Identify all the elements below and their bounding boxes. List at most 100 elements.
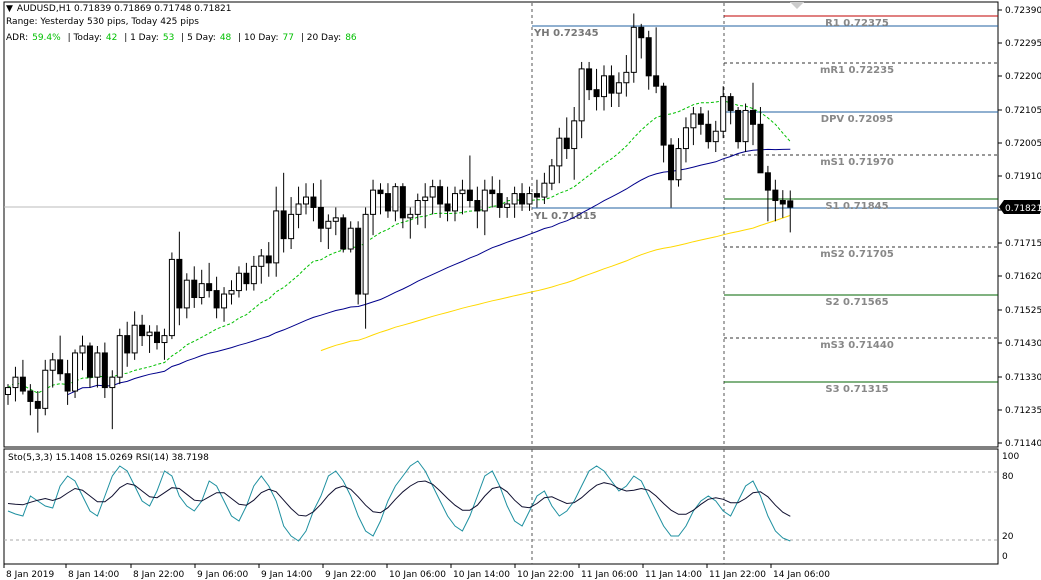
candle-body: [720, 96, 727, 132]
pivot-label: S3 0.71315: [825, 384, 888, 395]
candle-body: [526, 193, 533, 205]
candle-body: [79, 345, 86, 354]
candle-body: [280, 210, 287, 240]
time-tick-label: 11 Jan 22:00: [709, 570, 766, 580]
symbol-ohlc: AUDUSD,H1 0.71839 0.71869 0.71748 0.7182…: [16, 4, 232, 14]
time-tick-label: 8 Jan 14:00: [68, 570, 120, 580]
candles: [5, 13, 794, 433]
time-tick-label: 11 Jan 06:00: [581, 570, 638, 580]
yesterday-high-label: YH 0.72345: [533, 28, 599, 39]
candle-body: [533, 193, 540, 198]
candle-body: [64, 373, 71, 392]
candle-body: [422, 196, 429, 202]
candle-body: [682, 127, 689, 150]
stochastic-main-line: [7, 460, 791, 542]
time-tick-label: 8 Jan 2019: [6, 570, 54, 580]
indicator-tick-label: 80: [1002, 472, 1014, 482]
ma-fast-line: [7, 100, 791, 394]
pivot-label: S2 0.71565: [825, 297, 888, 308]
candle-body: [250, 265, 257, 285]
candle-body: [303, 196, 309, 205]
pivot-label: S1 0.71845: [825, 201, 888, 212]
candle-body: [601, 75, 607, 98]
candle-body: [630, 26, 637, 73]
pivot-label: R1 0.72375: [825, 18, 889, 29]
candle-body: [779, 200, 786, 205]
candle-body: [638, 26, 645, 39]
price-tick-label: 0.71430: [1005, 339, 1041, 349]
price-tick-label: 0.72200: [1005, 72, 1041, 82]
candle-body: [787, 200, 794, 208]
indicator-plot-frame: [3, 448, 999, 565]
candle-body: [586, 68, 593, 91]
candle-body: [72, 352, 79, 392]
candle-body: [288, 213, 295, 240]
candle-body: [139, 324, 146, 337]
price-tick-label: 0.72390: [1005, 6, 1041, 16]
candle-body: [109, 376, 116, 389]
candle-body: [563, 137, 570, 150]
range-info: Range: Yesterday 530 pips, Today 425 pip…: [6, 17, 199, 27]
candle-body: [325, 220, 332, 229]
candle-body: [556, 137, 563, 167]
candle-body: [228, 290, 235, 295]
pivot-label: mS1 0.71970: [820, 157, 894, 168]
candle-body: [161, 335, 168, 344]
collapse-triangle-icon[interactable]: ▼: [6, 4, 13, 14]
candle-body: [541, 182, 548, 198]
indicator-label: Sto(5,3,3) 15.1408 15.0269 RSI(14) 38.71…: [8, 453, 209, 463]
candle-body: [481, 189, 488, 212]
candle-body: [712, 130, 719, 143]
candle-body: [757, 123, 764, 174]
indicator-tick-label: 100: [1002, 452, 1019, 462]
time-axis: 8 Jan 2019 8 Jan 14:00 8 Jan 22:00 9 Jan 06…: [3, 564, 830, 580]
price-tick-label: 0.71235: [1005, 406, 1041, 416]
indicator-tick-label: 0: [1002, 552, 1008, 562]
candle-body: [310, 196, 317, 208]
time-tick-label: 9 Jan 06:00: [197, 570, 249, 580]
ma-slow-line: [320, 214, 791, 352]
candle-body: [504, 203, 511, 208]
candle-body: [511, 193, 518, 205]
current-price-label: 0.71821: [1005, 204, 1041, 214]
time-tick-label: 14 Jan 06:00: [773, 570, 830, 580]
time-tick-label: 8 Jan 22:00: [133, 570, 185, 580]
candle-body: [660, 85, 667, 146]
price-tick-label: 0.72105: [1005, 106, 1041, 116]
pivot-label: DPV 0.72095: [821, 114, 893, 125]
candle-body: [198, 283, 205, 299]
candle-body: [57, 359, 64, 375]
candle-body: [101, 352, 108, 389]
candle-body: [675, 148, 682, 181]
candle-body: [258, 255, 265, 267]
candle-body: [183, 279, 190, 309]
time-tick-label: 10 Jan 22:00: [517, 570, 574, 580]
candle-body: [615, 82, 622, 94]
candle-body: [407, 213, 414, 219]
adr-info: ADR: 59.4% | Today: 42 | 1 Day: 53 | 5 Day:…: [6, 33, 357, 43]
candle-body: [362, 213, 369, 295]
candle-body: [42, 369, 49, 409]
time-tick-label: 10 Jan 06:00: [389, 570, 446, 580]
candle-body: [444, 203, 451, 212]
ma-mid-line: [67, 148, 791, 396]
current-price-marker: [999, 200, 1040, 214]
candle-body: [548, 165, 555, 184]
candle-body: [437, 186, 444, 205]
candle-body: [608, 75, 615, 94]
candle-body: [578, 68, 585, 122]
candle-body: [399, 186, 406, 219]
stochastic-lines: [7, 460, 791, 542]
candle-body: [49, 359, 56, 371]
candle-body: [116, 335, 123, 378]
candle-body: [94, 352, 101, 378]
candle-body: [690, 113, 697, 129]
indicator-axis: 100 80 20 0: [1002, 452, 1019, 562]
pivot-levels: R1 0.72375 mR1 0.72235 DPV 0.72095 mS1 0.71…: [724, 15, 998, 395]
candle-body: [377, 189, 384, 195]
candle-body: [414, 200, 421, 215]
shift-marker-icon[interactable]: [790, 2, 804, 9]
candle-body: [742, 109, 749, 143]
